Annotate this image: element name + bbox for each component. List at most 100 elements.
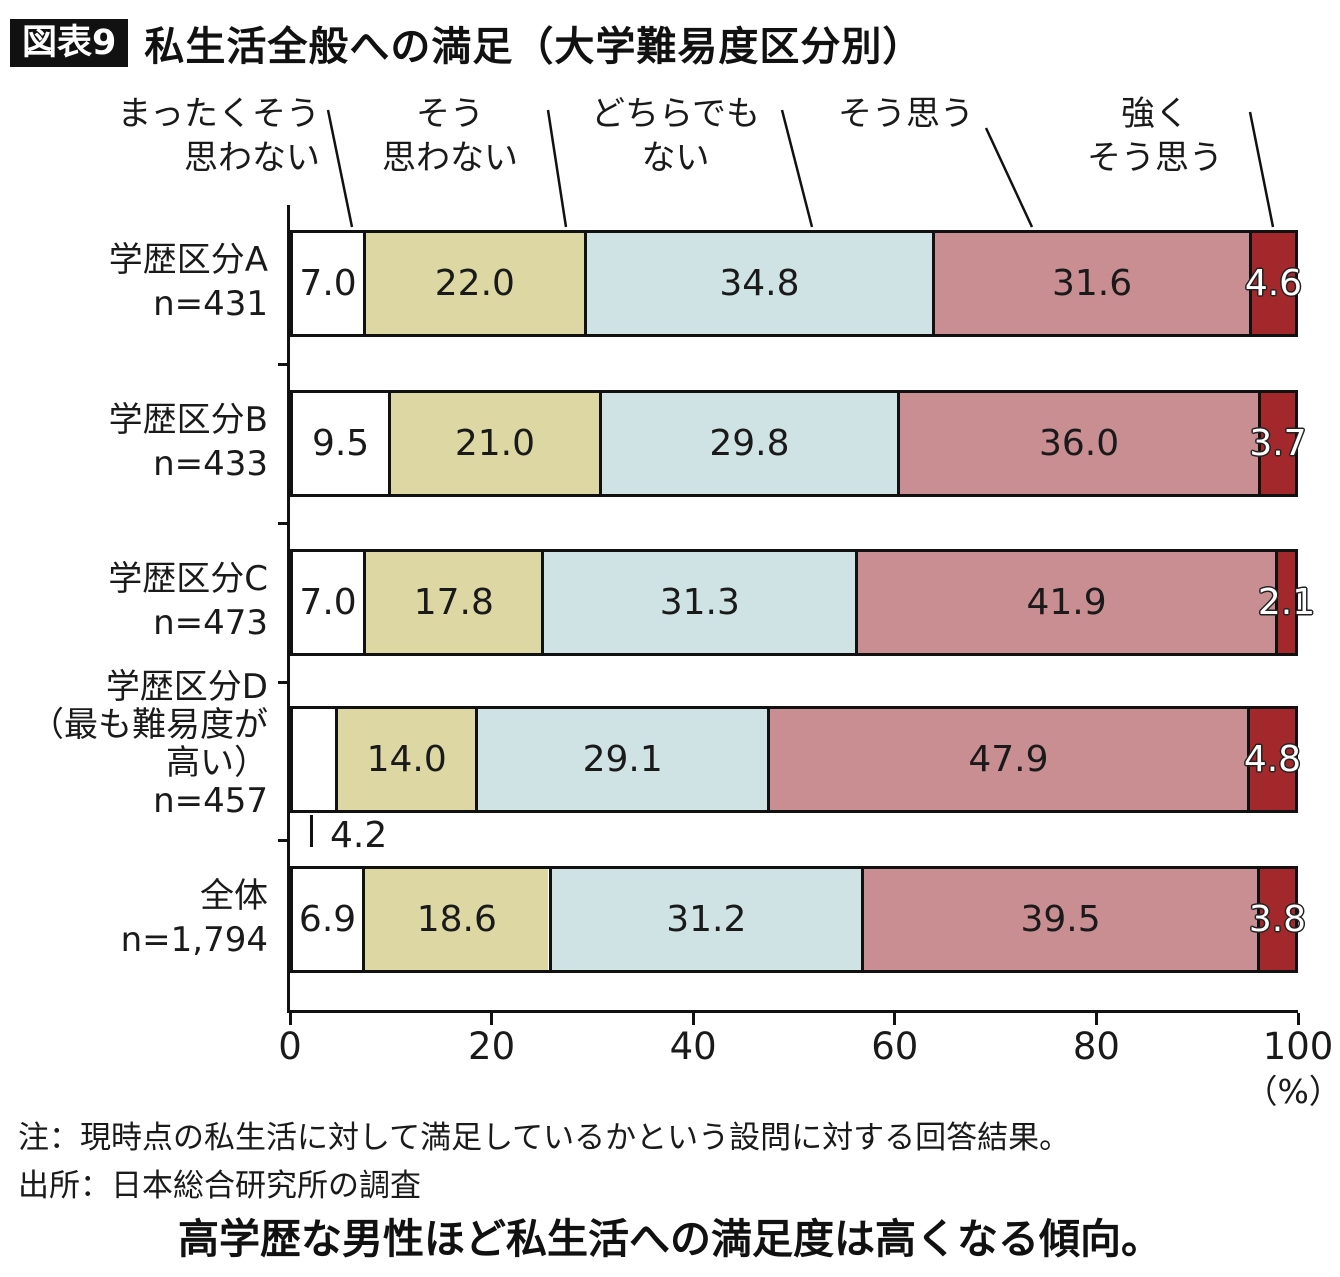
bar-row: 9.5 21.0 29.8 36.0 3.7 bbox=[290, 390, 1307, 497]
row-label-line: 学歴区分B bbox=[108, 400, 268, 440]
row-labels: 学歴区分A n=431 学歴区分B n=433 学歴区分C n=473 学歴区分D （最も難易… bbox=[0, 205, 278, 1010]
bar-segment: 22.0 bbox=[363, 233, 584, 334]
note-text: 注：現時点の私生活に対して満足しているかという設問に対する回答結果。 bbox=[18, 1120, 1071, 1156]
segment-value: 3.7 bbox=[1249, 423, 1307, 464]
row-label: 全体 n=1,794 bbox=[0, 874, 268, 962]
bar-segment: 7.0 bbox=[293, 552, 364, 653]
segment-value: 9.5 bbox=[311, 423, 370, 464]
x-axis-tick bbox=[490, 1013, 494, 1025]
legend-label: どちらでも ない bbox=[591, 94, 760, 178]
segment-value: 4.8 bbox=[1243, 739, 1302, 780]
row-label-line: 学歴区分A bbox=[108, 240, 268, 280]
bar-segment: 29.1 bbox=[475, 709, 767, 810]
bar-row: 14.0 29.1 47.9 4.8 bbox=[290, 706, 1302, 813]
segment-value: 31.2 bbox=[666, 899, 747, 940]
bar-segment: 41.9 bbox=[855, 552, 1275, 653]
figure-title: 私生活全般への満足（大学難易度区分別） bbox=[144, 24, 924, 70]
segment-value: 47.9 bbox=[968, 739, 1049, 780]
segment-value: 22.0 bbox=[434, 263, 515, 304]
segment-value-callout: 4.2 bbox=[330, 815, 388, 856]
row-label-line: 高い） bbox=[166, 743, 268, 784]
bar-row: 6.9 18.6 31.2 39.5 3.8 bbox=[290, 866, 1306, 973]
bar-segment bbox=[293, 709, 336, 810]
x-axis-tick-label: 40 bbox=[669, 1025, 717, 1068]
segment-value: 7.0 bbox=[299, 582, 357, 623]
caption-text: 高学歴な男性ほど私生活への満足度は高くなる傾向。 bbox=[178, 1215, 1162, 1263]
x-axis-tick-label: 0 bbox=[278, 1025, 302, 1068]
legend-label: そう思う bbox=[838, 94, 974, 134]
legend-label: 強く そう思う bbox=[1087, 94, 1223, 178]
x-axis-tick bbox=[1296, 1013, 1300, 1025]
x-axis-tick-label: 100 bbox=[1262, 1025, 1334, 1068]
legend-label: そう 思わない bbox=[382, 94, 518, 178]
segment-value: 29.8 bbox=[709, 423, 790, 464]
segment-value: 14.0 bbox=[366, 739, 447, 780]
segment-value: 17.8 bbox=[413, 582, 494, 623]
row-label: 学歴区分B n=433 bbox=[0, 398, 268, 486]
bar-segment: 39.5 bbox=[861, 869, 1257, 970]
segment-value: 21.0 bbox=[454, 423, 535, 464]
row-label: 学歴区分D （最も難易度が 高い） n=457 bbox=[0, 668, 268, 820]
callout-leader-line bbox=[310, 815, 313, 847]
row-label-line: n=457 bbox=[153, 781, 268, 822]
bar-segment: 18.6 bbox=[362, 869, 549, 970]
bar-segment: 29.8 bbox=[598, 393, 898, 494]
x-axis-tick bbox=[691, 1013, 695, 1025]
bar-segment: 6.9 bbox=[293, 869, 363, 970]
row-label: 学歴区分A n=431 bbox=[0, 238, 268, 326]
segment-value: 3.8 bbox=[1248, 899, 1307, 940]
bar-segment: 7.0 bbox=[293, 233, 364, 334]
bar-segment: 9.5 bbox=[293, 393, 389, 494]
segment-value: 6.9 bbox=[298, 899, 357, 940]
row-label-line: n=473 bbox=[153, 603, 268, 644]
bar-segment: 17.8 bbox=[363, 552, 542, 653]
figure-header: 図表9 私生活全般への満足（大学難易度区分別） bbox=[10, 14, 923, 72]
bar-segment: 21.0 bbox=[388, 393, 599, 494]
row-label: 学歴区分C n=473 bbox=[0, 557, 268, 645]
segment-value: 31.6 bbox=[1052, 263, 1133, 304]
bar-segment: 4.6 bbox=[1245, 233, 1302, 334]
plot-area: （%） 7.0 22.0 34.8 31.6 4.6 9.5 21.0 29.8 36.0 3.7… bbox=[278, 205, 1340, 1111]
row-label-line: n=1,794 bbox=[120, 920, 268, 961]
bar-segment: 3.7 bbox=[1249, 393, 1307, 494]
bar-segment: 31.3 bbox=[541, 552, 856, 653]
source-text: 出所：日本総合研究所の調査 bbox=[18, 1168, 421, 1204]
category-tick bbox=[278, 839, 290, 842]
x-axis-tick bbox=[893, 1013, 897, 1025]
segment-value: 41.9 bbox=[1026, 582, 1107, 623]
segment-value: 7.0 bbox=[299, 263, 357, 304]
x-axis-tick bbox=[1094, 1013, 1098, 1025]
segment-value: 29.1 bbox=[582, 739, 663, 780]
legend-label: まったくそう 思わない bbox=[117, 94, 320, 178]
row-label-line: n=431 bbox=[153, 284, 268, 325]
row-label-line: 学歴区分C bbox=[108, 559, 268, 599]
bar-segment: 31.2 bbox=[548, 869, 862, 970]
segment-value: 39.5 bbox=[1020, 899, 1101, 940]
x-axis-tick-label: 80 bbox=[1072, 1025, 1120, 1068]
segment-value: 4.6 bbox=[1244, 263, 1303, 304]
bar-row: 7.0 17.8 31.3 41.9 2.1 bbox=[290, 549, 1315, 656]
axis-unit-label: （%） bbox=[1244, 1072, 1340, 1111]
bar-segment: 47.9 bbox=[766, 709, 1247, 810]
row-label-line: 全体 bbox=[200, 876, 268, 916]
category-tick bbox=[278, 363, 290, 366]
row-label-line: （最も難易度が bbox=[30, 705, 268, 746]
bar-segment: 3.8 bbox=[1249, 869, 1306, 970]
bar-segment: 2.1 bbox=[1258, 552, 1315, 653]
x-axis-tick bbox=[288, 1013, 292, 1025]
segment-value: 36.0 bbox=[1038, 423, 1120, 464]
bar-segment: 31.6 bbox=[932, 233, 1249, 334]
bar-segment: 14.0 bbox=[335, 709, 476, 810]
segment-value: 18.6 bbox=[416, 899, 497, 940]
row-label-line: 学歴区分D bbox=[105, 667, 268, 707]
x-axis-tick-label: 60 bbox=[871, 1025, 919, 1068]
category-tick bbox=[278, 522, 290, 525]
segment-value: 2.1 bbox=[1257, 582, 1316, 623]
bar-row: 7.0 22.0 34.8 31.6 4.6 bbox=[290, 230, 1302, 337]
figure-number-badge: 図表9 bbox=[10, 19, 129, 67]
bar-segment: 36.0 bbox=[897, 393, 1258, 494]
bar-segment: 34.8 bbox=[583, 233, 933, 334]
segment-value: 31.3 bbox=[659, 582, 740, 623]
category-tick bbox=[278, 681, 290, 684]
